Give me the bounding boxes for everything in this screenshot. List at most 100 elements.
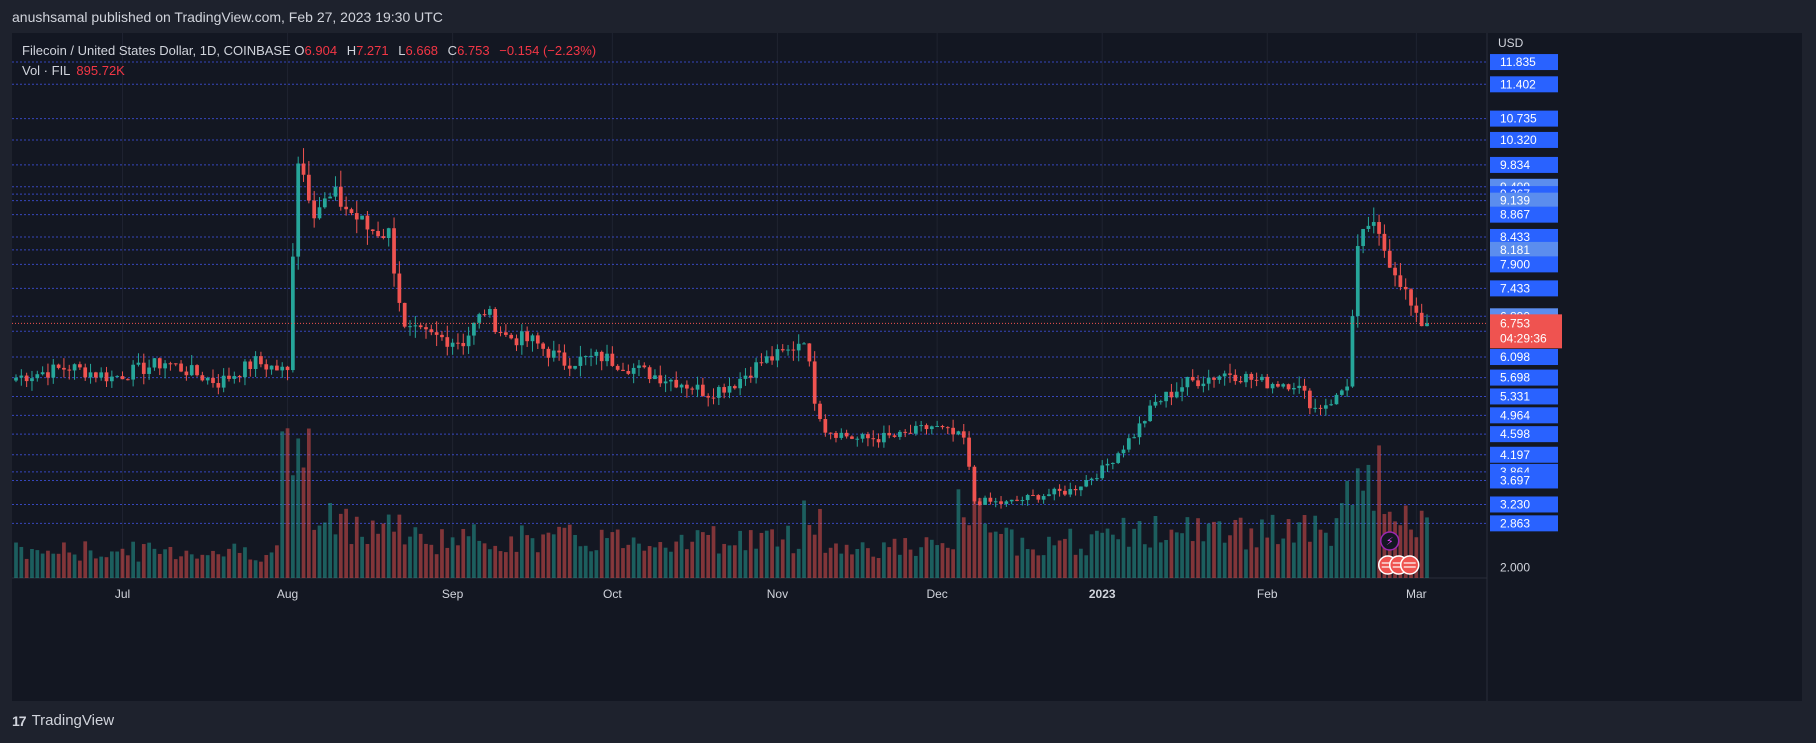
- candle-body: [898, 431, 902, 437]
- volume-bar: [1110, 534, 1115, 578]
- price-level-tag: [1490, 241, 1558, 258]
- candle-body: [1281, 384, 1286, 387]
- candle-body: [1414, 305, 1419, 313]
- candle-body: [956, 431, 961, 435]
- candle-body: [328, 196, 333, 199]
- volume-bar: [344, 508, 348, 578]
- candle-body: [834, 432, 838, 438]
- candle-body: [1409, 289, 1413, 306]
- volume-bar: [599, 529, 604, 578]
- volume-bar: [1142, 544, 1147, 578]
- volume-bar: [573, 534, 577, 578]
- candle-body: [120, 376, 125, 380]
- candle-body: [1419, 312, 1424, 327]
- candle-body: [461, 342, 466, 347]
- price-level-tag: [1490, 349, 1558, 366]
- volume-bar: [429, 544, 434, 578]
- candle-body: [115, 376, 120, 378]
- volume-bar: [1004, 527, 1009, 578]
- candle-body: [610, 353, 615, 366]
- candle-body: [1398, 275, 1403, 287]
- volume-bar: [1073, 554, 1078, 578]
- price-level-label: 10.320: [1500, 133, 1537, 147]
- volume-bar: [871, 556, 876, 578]
- candle-body: [1057, 488, 1062, 491]
- candle-body: [988, 497, 993, 502]
- candle-body: [280, 366, 285, 371]
- candle-body: [301, 163, 306, 175]
- volume-bar: [46, 550, 50, 578]
- candle-body: [434, 332, 439, 335]
- price-level-label: 10.735: [1500, 112, 1537, 126]
- volume-bar: [408, 536, 412, 578]
- chart-frame[interactable]: 11.83511.40210.73510.3209.8349.4099.2679…: [12, 33, 1802, 701]
- candle-body: [1361, 228, 1365, 247]
- candle-body: [1334, 394, 1339, 405]
- volume-bar: [381, 523, 386, 578]
- volume-bar: [1318, 529, 1323, 578]
- candle-body: [1254, 379, 1259, 381]
- volume-bar: [440, 529, 444, 578]
- candlestick-chart[interactable]: 11.83511.40210.73510.3209.8349.4099.2679…: [12, 33, 1802, 701]
- candle-body: [525, 331, 530, 342]
- volume-bar: [1238, 517, 1243, 578]
- candle-body: [503, 332, 508, 335]
- volume-bar: [291, 475, 295, 578]
- candle-body: [1270, 383, 1275, 389]
- high-value: 7.271: [356, 43, 389, 58]
- price-level-label: 8.181: [1500, 243, 1530, 257]
- volume-bar: [1180, 533, 1184, 578]
- volume-bar: [759, 532, 764, 578]
- x-tick-label: 2023: [1089, 587, 1116, 601]
- volume-bar: [477, 540, 482, 578]
- volume-bar: [376, 533, 380, 578]
- volume-bar: [1371, 510, 1376, 578]
- volume-bar: [1206, 523, 1211, 578]
- candle-body: [392, 228, 396, 274]
- volume-bar: [72, 554, 77, 578]
- volume-bar: [1228, 535, 1232, 578]
- volume-bar: [30, 548, 34, 578]
- volume-bar: [583, 545, 588, 578]
- volume-bar: [1153, 515, 1158, 578]
- volume-bar: [1169, 529, 1174, 578]
- volume-bar: [488, 549, 492, 578]
- volume-bar: [898, 554, 902, 578]
- volume-bar: [722, 543, 727, 578]
- x-tick-label: Feb: [1257, 587, 1278, 601]
- volume-bar: [163, 549, 167, 578]
- candle-body: [615, 365, 620, 370]
- volume-bar: [1063, 538, 1067, 578]
- volume-bar: [716, 553, 721, 578]
- price-level-label: 4.598: [1500, 427, 1530, 441]
- volume-bar: [1339, 503, 1344, 578]
- volume-bar: [514, 551, 519, 578]
- price-level-label: 2.863: [1500, 516, 1530, 530]
- volume-bar: [796, 548, 801, 578]
- price-axis-label: 2.000: [1500, 561, 1530, 575]
- volume-bar: [1047, 536, 1051, 578]
- candle-body: [876, 439, 881, 443]
- volume-bar: [701, 532, 705, 578]
- candle-body: [573, 365, 577, 369]
- volume-bar: [1089, 534, 1094, 578]
- volume-legend: Vol · FIL 895.72K: [22, 63, 125, 78]
- candle-body: [189, 365, 194, 376]
- volume-bar: [78, 560, 82, 578]
- volume-bar: [216, 554, 221, 578]
- volume-bar: [141, 544, 146, 578]
- close-label: C: [447, 43, 458, 58]
- candle-body: [1137, 423, 1142, 438]
- candle-body: [1079, 486, 1083, 491]
- volume-bar: [56, 553, 61, 578]
- candle-body: [993, 501, 998, 503]
- candle-body: [168, 363, 173, 365]
- candle-body: [919, 425, 924, 427]
- volume-bar: [1313, 515, 1318, 578]
- candle-body: [429, 329, 434, 333]
- candle-body: [1084, 480, 1089, 487]
- volume-bar: [812, 534, 817, 578]
- currency-label: USD: [1498, 36, 1524, 50]
- price-level-tag: [1490, 426, 1558, 443]
- tradingview-logo[interactable]: 17 TradingView: [12, 712, 114, 729]
